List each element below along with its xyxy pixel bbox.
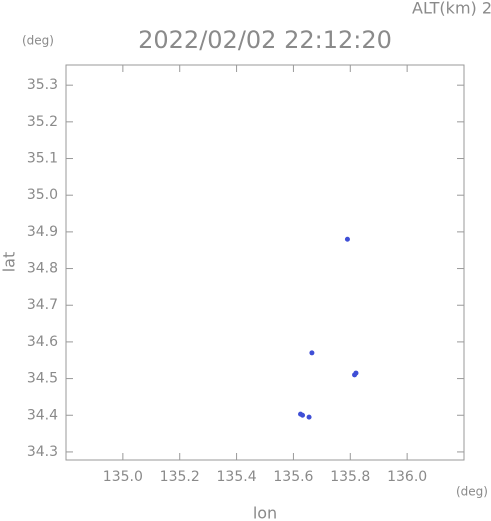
x-tick-label: 135.0 xyxy=(103,469,143,485)
y-tick-label: 34.3 xyxy=(27,444,58,460)
y-tick-label: 34.5 xyxy=(27,371,58,387)
y-tick-label: 35.2 xyxy=(27,114,58,130)
y-tick-label: 34.7 xyxy=(27,297,58,313)
y-tick-label: 34.4 xyxy=(27,407,58,423)
annotation: ALT(km) 2.0 xyxy=(412,0,491,18)
y-tick-label: 34.9 xyxy=(27,224,58,240)
point xyxy=(353,370,359,376)
point xyxy=(306,414,312,420)
plot-frame xyxy=(65,64,465,461)
x-tick-label: 135.6 xyxy=(273,469,313,485)
y-tick-label: 35.0 xyxy=(27,187,58,203)
x-unit: (deg) xyxy=(456,485,488,499)
y-tick-label: 34.8 xyxy=(27,261,58,277)
y-tick-label: 34.6 xyxy=(27,334,58,350)
point xyxy=(300,412,306,418)
x-tick-label: 136.0 xyxy=(387,469,427,485)
y-tick-label: 35.3 xyxy=(27,77,58,93)
chart-title: 2022/02/02 22:12:20 xyxy=(138,26,392,54)
y-axis-label: lat xyxy=(0,252,19,273)
x-axis-label: lon xyxy=(253,504,277,521)
point xyxy=(344,236,350,242)
x-tick-label: 135.4 xyxy=(217,469,257,485)
y-unit: (deg) xyxy=(22,34,54,48)
y-tick-label: 35.1 xyxy=(27,151,58,167)
point xyxy=(309,350,315,356)
x-tick-label: 135.8 xyxy=(330,469,370,485)
x-tick-label: 135.2 xyxy=(160,469,200,485)
